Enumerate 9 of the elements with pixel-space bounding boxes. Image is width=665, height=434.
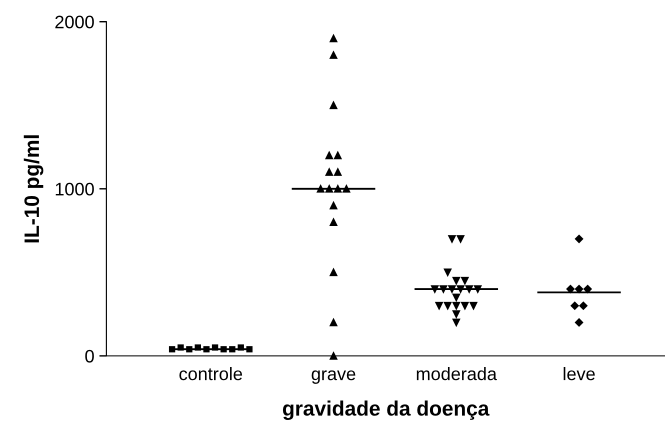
x-tick-label: controle xyxy=(179,366,242,380)
y-tick-label: 2000 xyxy=(55,16,94,28)
x-tick-label: grave xyxy=(312,370,356,384)
x-tick-label: leve xyxy=(564,366,595,380)
x-tick-label: moderada xyxy=(416,366,497,380)
x-axis-title: gravidade da doença xyxy=(282,400,490,420)
y-tick-label: 1000 xyxy=(56,182,94,196)
y-axis-title: IL-10 pg/ml xyxy=(24,135,44,242)
y-tick-label: 0 xyxy=(85,350,94,363)
